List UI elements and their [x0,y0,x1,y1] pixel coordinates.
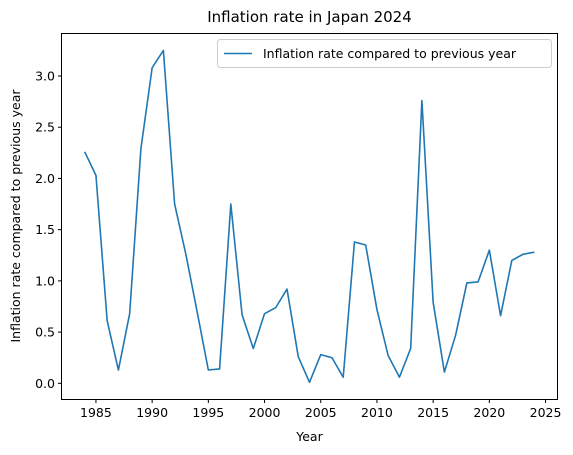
y-tick-label: 0.0 [35,376,55,391]
legend: Inflation rate compared to previous year [217,39,552,68]
chart-title: Inflation rate in Japan 2024 [207,8,412,26]
x-axis: 1985 1990 1995 2000 2005 2010 2015 2020 2025 [80,399,561,420]
legend-label: Inflation rate compared to previous year [263,46,517,61]
plot-area-frame [61,33,558,400]
x-tick-label: 2000 [249,405,281,420]
x-tick-label: 1985 [80,405,112,420]
x-axis-label: Year [295,429,323,444]
y-tick-label: 0.5 [35,325,55,340]
x-tick-label: 2010 [361,405,393,420]
y-tick-label: 3.0 [35,69,55,84]
x-tick-label: 1990 [136,405,168,420]
series-line [83,49,535,384]
y-tick-label: 2.0 [35,171,55,186]
y-tick-label: 2.5 [35,120,55,135]
y-axis: 0.0 0.5 1.0 1.5 2.0 2.5 3.0 [35,69,62,391]
x-tick-label: 2025 [530,405,562,420]
x-tick-label: 1995 [192,405,224,420]
x-tick-label: 2005 [305,405,337,420]
legend-frame [217,39,552,68]
y-tick-label: 1.5 [35,222,55,237]
x-tick-label: 2015 [417,405,449,420]
y-tick-label: 1.0 [35,273,55,288]
x-tick-label: 2020 [473,405,505,420]
y-axis-label: Inflation rate compared to previous year [8,89,23,343]
